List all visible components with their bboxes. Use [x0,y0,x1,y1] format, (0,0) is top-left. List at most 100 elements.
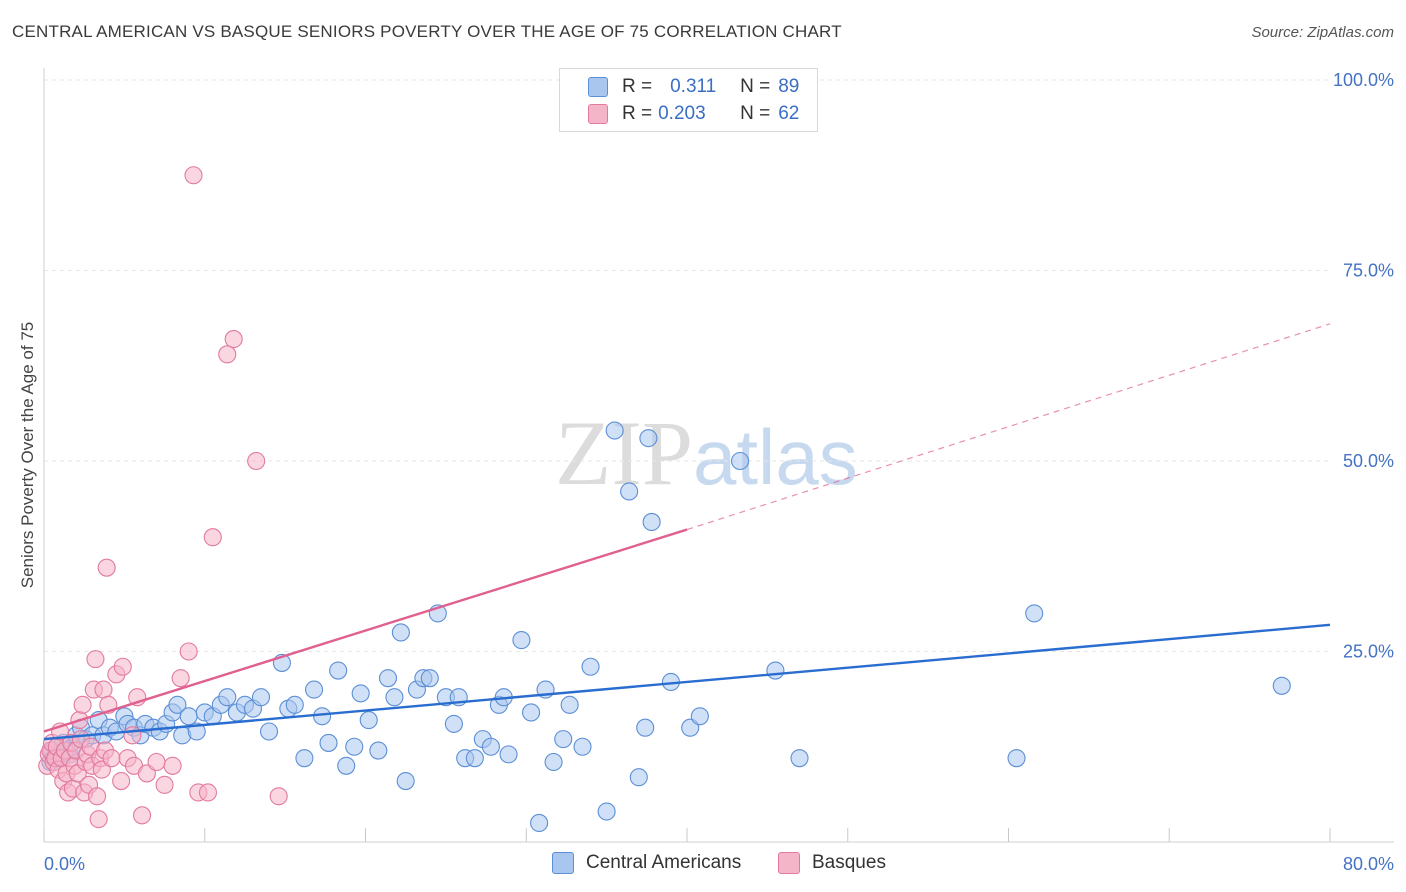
point-central-americans [554,730,573,749]
point-central-americans [690,707,709,726]
legend-n-value: 89 [778,76,800,97]
legend-r-key: R = [622,76,653,97]
point-central-americans [187,722,206,741]
point-basques [155,775,174,794]
legend-n-key: N = [740,76,771,97]
point-basques [171,669,190,688]
point-central-americans [337,756,356,775]
point-central-americans [391,623,410,642]
y-tick-label: 25.0% [1343,642,1394,662]
point-basques [89,810,108,829]
legend-row-basques: R = 0.203 N = 62 [588,102,799,126]
point-central-americans [313,707,332,726]
point-central-americans [629,768,648,787]
point-basques [163,756,182,775]
point-central-americans [345,737,364,756]
legend-r-value: 0.203 [658,103,706,124]
legend-r-key: R = [622,103,653,124]
point-central-americans [766,661,785,680]
point-central-americans [319,733,338,752]
point-central-americans [251,688,271,707]
point-basques [198,783,218,802]
point-central-americans [544,752,563,772]
y-tick-label: 50.0% [1343,451,1394,471]
point-basques [86,650,105,669]
point-basques [218,345,237,364]
series-legend-basques: Basques [778,852,886,874]
point-central-americans [790,749,809,768]
point-basques [94,680,113,699]
point-central-americans [1272,676,1291,695]
trend-extension-basques [686,323,1331,531]
point-central-americans [581,657,600,676]
point-central-americans [329,661,348,680]
point-central-americans [522,703,541,722]
series-legend-central-americans: Central Americans [552,852,741,874]
point-central-americans [639,429,658,448]
point-basques [247,451,266,471]
point-central-americans [378,669,398,688]
point-basques [87,787,107,806]
point-central-americans [597,802,616,821]
point-central-americans [369,741,388,760]
point-basques [112,771,131,791]
point-central-americans [218,688,237,707]
series-swatch-basques [778,852,800,874]
point-basques [102,749,121,768]
correlation-legend: R = 0.311 N = 89 R = 0.203 N = 62 [559,68,818,132]
point-central-americans [444,714,463,733]
point-central-americans [359,711,378,730]
chart-source: Source: ZipAtlas.com [1251,24,1394,41]
series-label-central-americans: Central Americans [586,852,742,873]
point-central-americans [512,631,531,650]
point-basques [123,726,142,745]
watermark-atlas: atlas [693,413,858,501]
point-basques [133,806,152,825]
point-central-americans [305,680,324,699]
point-central-americans [295,749,314,768]
point-central-americans [1007,749,1026,768]
chart-title: CENTRAL AMERICAN VS BASQUE SENIORS POVER… [12,22,842,41]
point-central-americans [168,695,187,714]
point-basques [184,166,203,185]
point-central-americans [351,684,370,703]
point-basques [224,330,243,349]
point-central-americans [285,695,304,714]
series-legend: Central Americans Basques [0,852,1406,878]
legend-n-key: N = [740,103,771,124]
point-basques [269,787,288,806]
point-central-americans [499,745,518,764]
legend-swatch-central-americans [588,77,608,97]
point-central-americans [385,688,404,707]
series-label-basques: Basques [812,852,886,873]
point-central-americans [530,813,549,833]
trend-line-central-americans [43,623,1331,741]
point-basques [179,642,198,661]
point-central-americans [1025,604,1044,623]
legend-swatch-basques [588,104,608,124]
legend-n-value: 62 [778,103,800,124]
point-basques [73,695,92,714]
point-basques [97,558,116,577]
y-tick-label: 75.0% [1343,261,1394,281]
point-central-americans [730,451,750,471]
x-tick-label: 0.0% [44,854,85,874]
point-basques [113,657,132,676]
y-tick-label: 100.0% [1333,70,1394,90]
point-central-americans [396,771,415,791]
point-central-americans [420,669,439,688]
point-central-americans [179,707,198,726]
point-central-americans [481,737,500,756]
point-central-americans [620,482,639,501]
point-central-americans [560,695,579,714]
series-swatch-central-americans [552,852,574,874]
point-basques [147,752,166,772]
point-central-americans [259,722,279,741]
point-central-americans [636,718,655,737]
point-central-americans [573,737,592,756]
legend-r-value: 0.311 [670,76,717,97]
point-central-americans [465,749,484,768]
legend-row-central-americans: R = 0.311 N = 89 [588,75,799,99]
point-central-americans [605,421,624,440]
